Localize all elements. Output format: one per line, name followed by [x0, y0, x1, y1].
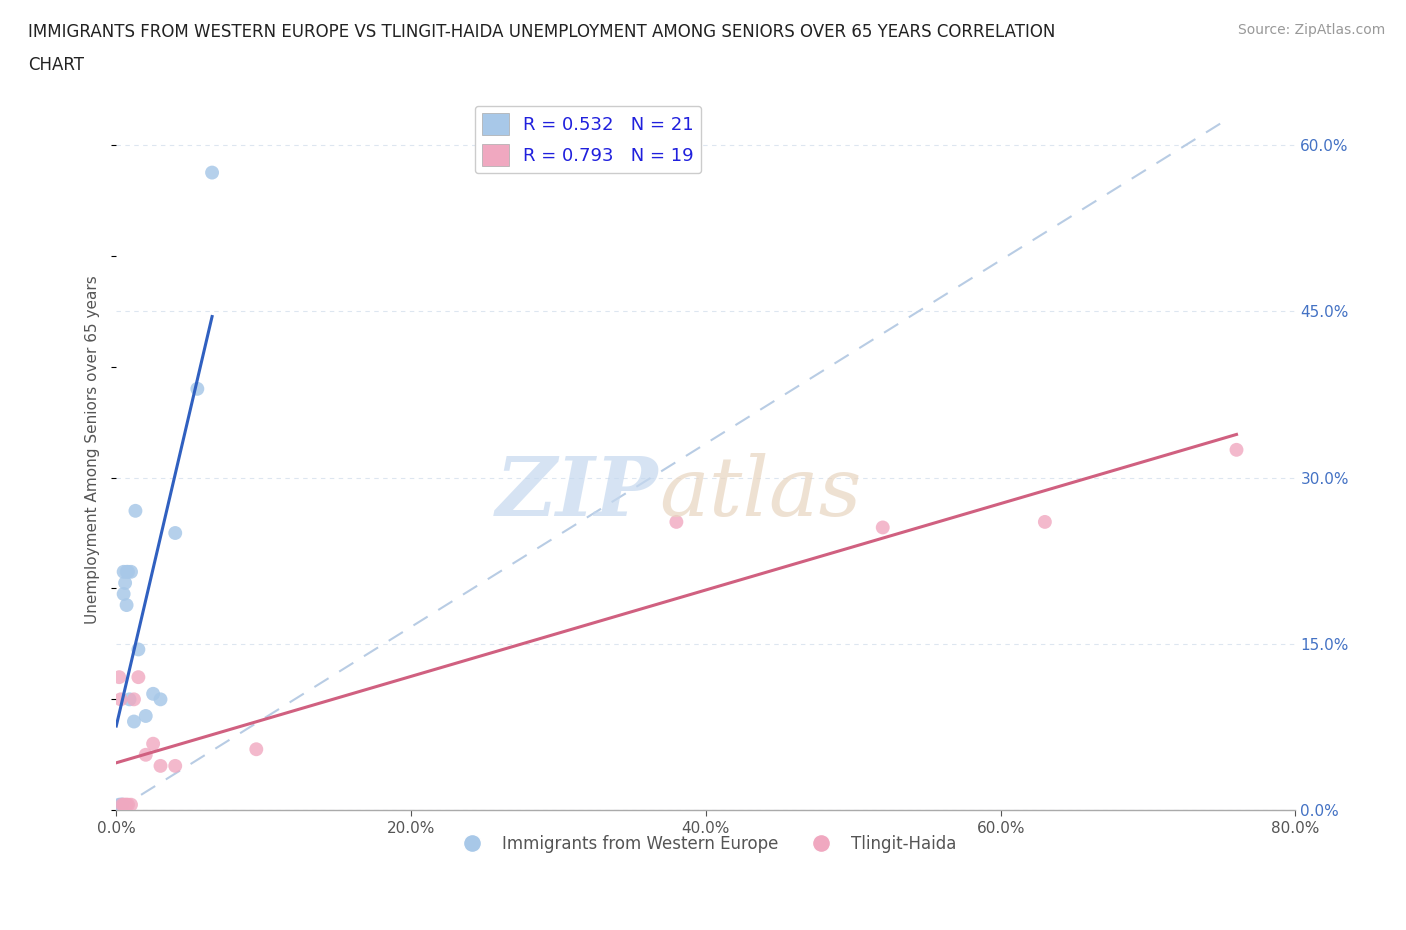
- Point: [245, 742, 267, 757]
- Y-axis label: Unemployment Among Seniors over 65 years: Unemployment Among Seniors over 65 years: [86, 275, 100, 624]
- Point: [111, 797, 134, 812]
- Point: [149, 759, 172, 774]
- Text: IMMIGRANTS FROM WESTERN EUROPE VS TLINGIT-HAIDA UNEMPLOYMENT AMONG SENIORS OVER : IMMIGRANTS FROM WESTERN EUROPE VS TLINGI…: [28, 23, 1056, 41]
- Legend: Immigrants from Western Europe, Tlingit-Haida: Immigrants from Western Europe, Tlingit-…: [449, 829, 963, 859]
- Point: [149, 692, 172, 707]
- Point: [118, 692, 141, 707]
- Point: [117, 797, 139, 812]
- Point: [115, 565, 138, 579]
- Point: [1225, 443, 1247, 458]
- Point: [111, 797, 134, 812]
- Point: [120, 797, 142, 812]
- Point: [142, 686, 165, 701]
- Point: [124, 503, 146, 518]
- Point: [127, 642, 149, 657]
- Point: [120, 565, 142, 579]
- Text: CHART: CHART: [28, 56, 84, 73]
- Point: [114, 576, 136, 591]
- Point: [127, 670, 149, 684]
- Point: [665, 514, 688, 529]
- Point: [112, 587, 135, 602]
- Point: [112, 797, 135, 812]
- Point: [115, 797, 138, 812]
- Point: [117, 565, 139, 579]
- Point: [165, 759, 187, 774]
- Point: [135, 709, 157, 724]
- Point: [108, 797, 131, 812]
- Point: [165, 525, 187, 540]
- Point: [135, 748, 157, 763]
- Point: [142, 737, 165, 751]
- Point: [115, 598, 138, 613]
- Text: ZIP: ZIP: [496, 453, 658, 533]
- Point: [186, 381, 208, 396]
- Point: [201, 166, 224, 180]
- Point: [872, 520, 894, 535]
- Point: [114, 797, 136, 812]
- Point: [122, 692, 145, 707]
- Point: [108, 670, 131, 684]
- Text: atlas: atlas: [658, 453, 860, 533]
- Point: [110, 692, 132, 707]
- Point: [122, 714, 145, 729]
- Point: [111, 797, 134, 812]
- Point: [112, 565, 135, 579]
- Point: [1033, 514, 1056, 529]
- Text: Source: ZipAtlas.com: Source: ZipAtlas.com: [1237, 23, 1385, 37]
- Point: [110, 797, 132, 812]
